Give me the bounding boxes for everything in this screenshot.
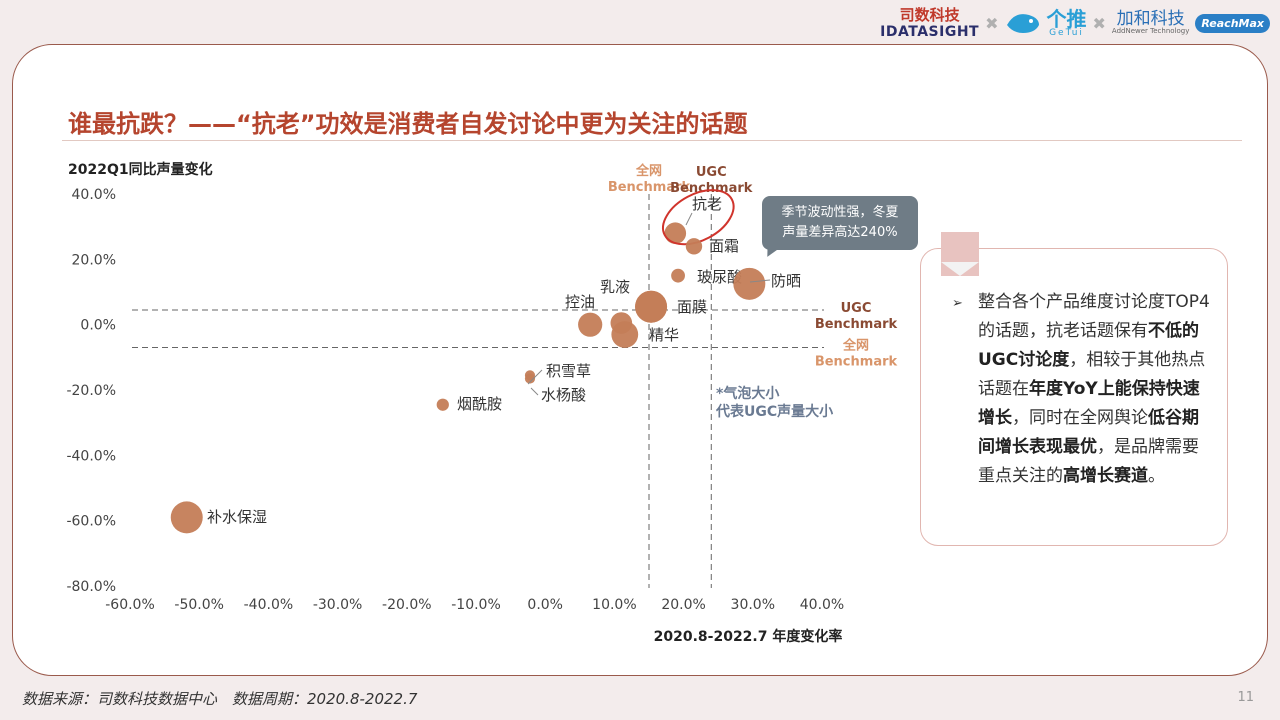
label-leader-line <box>749 279 771 283</box>
insight-highlight: 低谷期间增长表现最优 <box>978 408 1199 457</box>
seasonality-tooltip: 季节波动性强，冬夏 声量差异高达240% <box>762 196 918 250</box>
insight-panel <box>920 248 1228 546</box>
bubble-point <box>524 373 536 384</box>
insight-panel-tab-notch <box>941 262 979 276</box>
page-title: 谁最抗跌？——“抗老”功效是消费者自发讨论中更为关注的话题 <box>68 110 748 138</box>
bullet-arrow-icon: ➢ <box>952 296 963 311</box>
benchmark-label: Benchmark <box>815 355 898 370</box>
label-leader-line <box>685 212 693 226</box>
benchmark-lines: 全网BenchmarkUGCBenchmarkUGCBenchmark全网Ben… <box>132 163 898 588</box>
axis-ticks: 40.0% 20.0% 0.0% -20.0% -40.0% -60.0% -80.0% -6… <box>66 187 844 613</box>
benchmark-label: 全网 <box>635 163 662 179</box>
point-label: 乳液 <box>600 278 630 296</box>
point-label: 抗老 <box>692 195 722 213</box>
y-tick-label: -80.0% <box>66 579 116 595</box>
bubble-point <box>664 222 687 244</box>
x-tick-label: 20.0% <box>661 597 705 613</box>
y-tick-label: -40.0% <box>66 448 116 464</box>
bubble-size-note-line2: 代表UGC声量大小 <box>715 403 833 420</box>
insight-body: 整合各个产品维度讨论度TOP4的话题，抗老话题保有不低的UGC讨论度，相较于其他… <box>978 288 1212 491</box>
x-tick-label: 0.0% <box>527 597 563 613</box>
insight-highlight: 高增长赛道 <box>1063 466 1148 486</box>
data-source-footer: 数据来源：司数科技数据中心 数据周期：2020.8-2022.7 <box>22 690 418 708</box>
idatasight-logo-en: IDATASIGHT <box>880 23 980 40</box>
insight-segment: 整合各个产品维度讨论度TOP4的话题，抗老话题保有 <box>978 292 1210 341</box>
bubble-point <box>436 398 449 411</box>
y-tick-label: 0.0% <box>80 318 116 334</box>
x-tick-label: 30.0% <box>731 597 775 613</box>
point-label: 面霜 <box>709 237 739 255</box>
y-tick-label: -60.0% <box>66 514 116 530</box>
y-tick-label: 20.0% <box>72 252 116 268</box>
page-number: 11 <box>1237 690 1254 705</box>
logo-separator-icon: ✖ <box>985 13 999 33</box>
bubble-point <box>733 267 766 300</box>
insight-segment: ，同时在全网舆论 <box>1012 408 1148 428</box>
bubble-point <box>170 501 203 534</box>
getui-logo-cn: 个推 <box>1046 6 1087 31</box>
logo-separator-icon: ✖ <box>1092 13 1106 33</box>
point-label: 防晒 <box>771 272 801 290</box>
bubble-point <box>610 312 633 334</box>
getui-logo-en: GeTui <box>1049 27 1084 38</box>
point-label: 补水保湿 <box>207 508 267 526</box>
bubble-point <box>635 290 668 323</box>
y-axis-label: 2022Q1同比声量变化 <box>68 161 213 178</box>
point-label: 控油 <box>565 293 595 311</box>
idatasight-logo-cn: 司数科技 <box>899 5 960 24</box>
tooltip-line1: 季节波动性强，冬夏 <box>781 205 899 220</box>
insight-segment: ，是品牌需要重点关注的 <box>978 437 1199 486</box>
point-label: 水杨酸 <box>541 386 586 404</box>
x-tick-label: -10.0% <box>451 597 501 613</box>
benchmark-label: Benchmark <box>815 317 898 332</box>
getui-fish-icon <box>1006 14 1039 33</box>
adhnewer-logo: 加和科技 AddNewer Technology <box>1112 11 1189 35</box>
insight-segment: 。 <box>1148 466 1165 486</box>
x-tick-label: -60.0% <box>105 597 155 613</box>
point-label: 积雪草 <box>546 362 591 380</box>
y-tick-label: 40.0% <box>72 187 116 203</box>
x-tick-label: -20.0% <box>382 597 432 613</box>
point-label: 烟酰胺 <box>457 395 502 413</box>
bubble-point <box>578 312 603 337</box>
x-tick-label: -40.0% <box>244 597 294 613</box>
benchmark-label: 全网 <box>842 338 869 354</box>
x-tick-label: -50.0% <box>174 597 224 613</box>
idatasight-logo: 司数科技 IDATASIGHT <box>880 5 980 40</box>
reachmax-logo: ReachMax <box>1195 13 1270 33</box>
x-tick-label: 40.0% <box>800 597 844 613</box>
bubble-point <box>685 238 703 255</box>
benchmark-label: UGC <box>696 165 727 180</box>
adhnewer-logo-en: AddNewer Technology <box>1111 27 1190 35</box>
insight-segment: ，相较于其他热点话题在 <box>978 350 1206 399</box>
label-leader-line <box>527 369 543 385</box>
highlight-ellipse <box>662 189 735 246</box>
point-label: 玻尿酸 <box>697 268 742 286</box>
insight-highlight: 年度YoY上能保持快速增长 <box>978 379 1200 428</box>
y-tick-label: -20.0% <box>66 383 116 399</box>
x-tick-label: -30.0% <box>313 597 363 613</box>
bubble-point <box>671 268 685 283</box>
benchmark-label: Benchmark <box>608 180 691 195</box>
x-axis-label: 2020.8-2022.7 年度变化率 <box>654 628 843 645</box>
brand-bar: 司数科技 IDATASIGHT ✖ 个推 GeTui ✖ 加和科技 AddNew… <box>880 4 1270 42</box>
x-tick-label: 10.0% <box>592 597 636 613</box>
label-leader-line <box>530 387 539 396</box>
bubble-size-note-line1: *气泡大小 <box>716 385 779 402</box>
insight-text: ➢ 整合各个产品维度讨论度TOP4的话题，抗老话题保有不低的UGC讨论度，相较于… <box>952 288 1212 491</box>
tooltip-line2: 声量差异高达240% <box>782 225 898 240</box>
point-label: 面膜 <box>677 298 707 316</box>
point-label: 精华 <box>649 326 679 344</box>
adhnewer-logo-cn: 加和科技 <box>1116 9 1185 29</box>
insight-highlight: 不低的UGC讨论度 <box>978 321 1199 370</box>
benchmark-label: Benchmark <box>670 181 753 196</box>
benchmark-label: UGC <box>841 301 872 316</box>
title-divider <box>62 140 1242 141</box>
getui-logo: 个推 GeTui <box>1047 9 1087 38</box>
